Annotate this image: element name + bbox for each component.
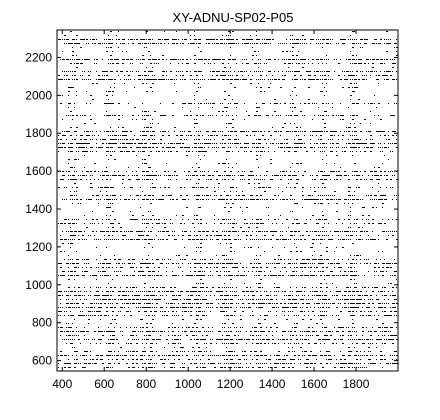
dot-cloud <box>58 31 398 368</box>
y-tick-label: 1000 <box>25 278 52 292</box>
x-tick-label: 1400 <box>259 377 286 391</box>
y-tick-label: 1200 <box>25 240 52 254</box>
plot-frame <box>56 29 399 372</box>
x-tick-label: 400 <box>52 377 72 391</box>
y-tick-label: 1400 <box>25 202 52 216</box>
dot-matrix <box>58 31 398 368</box>
x-tick-label: 1600 <box>301 377 328 391</box>
x-tick-label: 600 <box>94 377 114 391</box>
y-tick-label: 2200 <box>25 50 52 64</box>
x-tick-label: 1000 <box>175 377 202 391</box>
y-tick-label: 1800 <box>25 126 52 140</box>
x-tick-label: 1800 <box>343 377 370 391</box>
y-tick-label: 2000 <box>25 88 52 102</box>
x-tick-label: 800 <box>136 377 156 391</box>
y-tick-label: 800 <box>32 316 52 330</box>
chart-title: XY-ADNU-SP02-P05 <box>173 10 294 25</box>
y-tick-label: 600 <box>32 354 52 368</box>
x-tick-label: 1200 <box>217 377 244 391</box>
x-axis: 400 600 800 1000 1200 1400 1600 1800 <box>52 30 370 391</box>
y-axis: 600 800 1000 1200 1400 1600 1800 2000 2200 <box>25 50 398 368</box>
y-tick-label: 1600 <box>25 164 52 178</box>
